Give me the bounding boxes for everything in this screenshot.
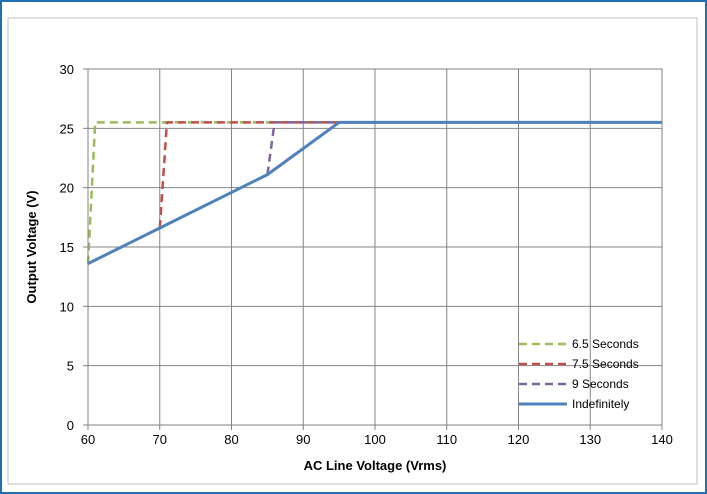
y-axis-label: Output Voltage (V) bbox=[24, 190, 39, 303]
x-tick-label: 100 bbox=[364, 432, 386, 447]
y-tick-label: 15 bbox=[60, 240, 74, 255]
series-line-3 bbox=[266, 121, 662, 175]
x-tick-label: 130 bbox=[579, 432, 601, 447]
y-tick-label: 10 bbox=[60, 299, 74, 314]
legend-label: 9 Seconds bbox=[572, 377, 629, 391]
x-tick-label: 80 bbox=[224, 432, 238, 447]
x-tick-label: 60 bbox=[81, 432, 95, 447]
x-tick-label: 90 bbox=[296, 432, 310, 447]
x-axis-label: AC Line Voltage (Vrms) bbox=[304, 458, 447, 473]
x-tick-label: 110 bbox=[436, 432, 457, 447]
chart-area bbox=[7, 17, 698, 485]
legend-label: 6.5 Seconds bbox=[572, 337, 639, 351]
y-tick-label: 5 bbox=[67, 359, 74, 374]
x-tick-label: 120 bbox=[508, 432, 530, 447]
legend: 6.5 Seconds 7.5 Seconds 9 Seconds Indefinit… bbox=[519, 337, 639, 411]
tick-labels: 60 70 80 90 100 110 120 130 140 0 5 10 15 20 25 30 bbox=[60, 62, 673, 447]
legend-label: Indefinitely bbox=[572, 397, 629, 411]
y-tick-label: 20 bbox=[60, 181, 74, 196]
series-layer bbox=[86, 120, 662, 265]
x-tick-label: 70 bbox=[153, 432, 167, 447]
y-tick-label: 0 bbox=[67, 418, 74, 433]
legend-label: 7.5 Seconds bbox=[572, 357, 639, 371]
series-line-4 bbox=[87, 120, 662, 265]
y-tick-label: 30 bbox=[60, 62, 74, 77]
y-tick-label: 25 bbox=[60, 121, 74, 136]
x-tick-label: 140 bbox=[651, 432, 673, 447]
